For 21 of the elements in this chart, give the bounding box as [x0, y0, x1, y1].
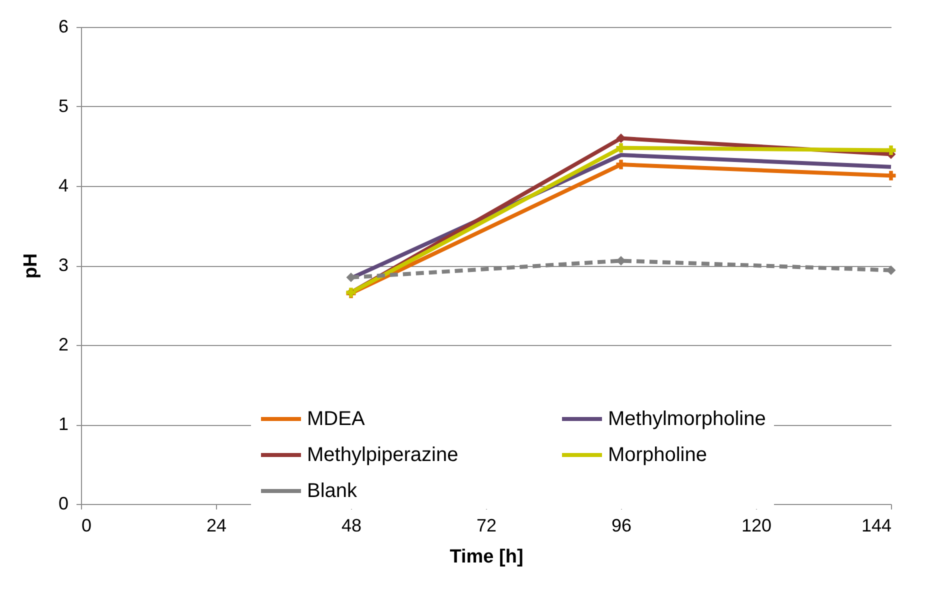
y-tick-label: 6 [58, 16, 68, 36]
x-tick-label: 72 [476, 516, 497, 536]
y-tick-label: 5 [58, 96, 68, 116]
x-tick-label: 144 [861, 516, 892, 536]
y-tick-label: 0 [58, 494, 68, 514]
x-tick-label: 48 [341, 516, 362, 536]
y-tick-label: 2 [58, 334, 68, 354]
y-tick-label: 4 [58, 176, 68, 196]
legend-label: Methylpiperazine [307, 444, 458, 466]
x-tick-label: 24 [206, 516, 227, 536]
legend-label: Blank [307, 480, 358, 502]
x-tick-label: 120 [741, 516, 772, 536]
y-tick-label: 3 [58, 255, 68, 275]
legend-label: Morpholine [608, 444, 707, 466]
x-tick-label: 0 [82, 516, 92, 536]
x-axis-title: Time [h] [450, 546, 524, 568]
x-tick-label: 96 [611, 516, 632, 536]
y-axis-title: pH [20, 253, 42, 279]
legend-label: Methylmorpholine [608, 408, 766, 430]
y-tick-label: 1 [58, 414, 68, 434]
legend-label: MDEA [307, 408, 366, 430]
